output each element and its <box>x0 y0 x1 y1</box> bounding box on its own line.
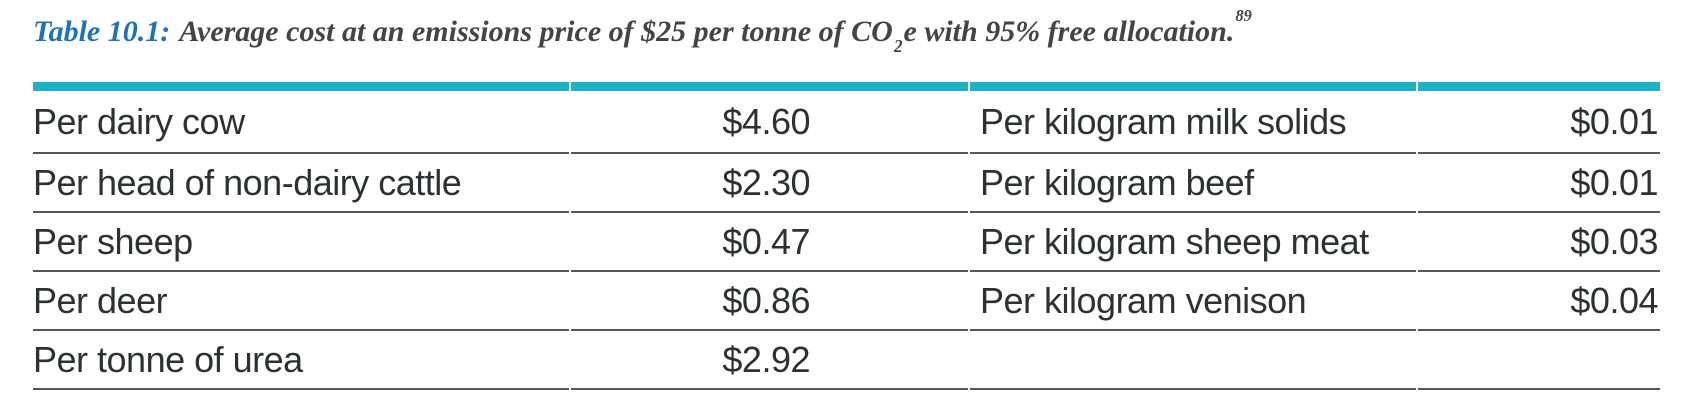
cost-table: Per dairy cow $4.60 Per kilogram milk so… <box>31 82 1662 390</box>
table-row: Per head of non-dairy cattle $2.30 Per k… <box>33 154 1660 213</box>
table-row: Per sheep $0.47 Per kilogram sheep meat … <box>33 213 1660 272</box>
co2-subscript: 2 <box>893 35 903 56</box>
table-row: Per dairy cow $4.60 Per kilogram milk so… <box>33 82 1660 154</box>
item-value-cell: $0.04 <box>1418 272 1660 331</box>
item-value-cell: $2.30 <box>571 154 968 213</box>
item-label-cell: Per tonne of urea <box>33 331 569 390</box>
item-value-cell: $0.01 <box>1418 82 1660 154</box>
table-row: Per deer $0.86 Per kilogram venison $0.0… <box>33 272 1660 331</box>
item-value-cell: $0.03 <box>1418 213 1660 272</box>
item-value-cell <box>1418 331 1660 390</box>
item-label-cell: Per sheep <box>33 213 569 272</box>
item-label-cell <box>970 331 1416 390</box>
table-caption-number: Table 10.1: <box>33 15 171 48</box>
item-label-cell: Per head of non-dairy cattle <box>33 154 569 213</box>
item-value-cell: $0.86 <box>571 272 968 331</box>
item-label-cell: Per kilogram sheep meat <box>970 213 1416 272</box>
item-value-cell: $2.92 <box>571 331 968 390</box>
caption-text-part2: e with 95% free allocation. <box>903 15 1235 48</box>
item-value-cell: $0.01 <box>1418 154 1660 213</box>
item-value-cell: $0.47 <box>571 213 968 272</box>
table-row: Per tonne of urea $2.92 <box>33 331 1660 390</box>
item-label-cell: Per dairy cow <box>33 82 569 154</box>
item-label-cell: Per deer <box>33 272 569 331</box>
item-label-cell: Per kilogram milk solids <box>970 82 1416 154</box>
item-label-cell: Per kilogram venison <box>970 272 1416 331</box>
item-value-cell: $4.60 <box>571 82 968 154</box>
item-label-cell: Per kilogram beef <box>970 154 1416 213</box>
footnote-reference: 89 <box>1235 5 1252 25</box>
caption-text-part1: Average cost at an emissions price of $2… <box>179 15 893 48</box>
table-caption: Table 10.1: Average cost at an emissions … <box>33 5 1252 62</box>
table-caption-text: Average cost at an emissions price of $2… <box>179 6 1252 56</box>
